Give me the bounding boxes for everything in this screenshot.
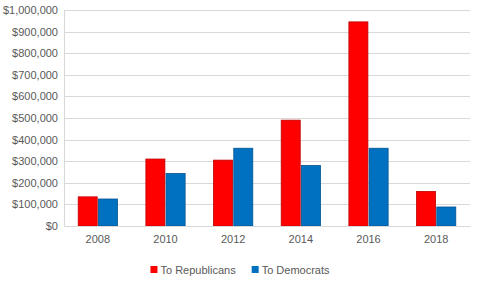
legend-item: To Democrats	[252, 264, 330, 276]
x-tick: 2014	[289, 226, 313, 245]
bar	[146, 159, 165, 226]
x-tick: 2018	[424, 226, 448, 245]
legend: To Republicans To Democrats	[150, 264, 330, 276]
y-tick: $300,000	[12, 155, 64, 167]
y-tick: $900,000	[12, 26, 64, 38]
grid-line	[64, 96, 470, 97]
grid-line	[64, 226, 470, 227]
bar	[78, 197, 97, 226]
y-tick-label: $0	[46, 220, 58, 232]
y-tick-label: $100,000	[12, 198, 58, 210]
bar	[437, 207, 456, 226]
series	[78, 22, 435, 226]
y-tick: $500,000	[12, 112, 64, 124]
bar	[301, 166, 320, 226]
y-tick: $400,000	[12, 134, 64, 146]
y-tick-label: $600,000	[12, 90, 58, 102]
x-tick: 2010	[153, 226, 177, 245]
bar	[234, 148, 253, 226]
grid-line	[64, 75, 470, 76]
x-tick-label: 2016	[356, 233, 380, 245]
y-tick: $700,000	[12, 69, 64, 81]
grid-line	[64, 10, 470, 11]
y-tick: $1,000,000	[3, 4, 64, 16]
y-tick-label: $900,000	[12, 26, 58, 38]
y-tick-label: $1,000,000	[3, 4, 58, 16]
x-tick-label: 2012	[221, 233, 245, 245]
bar	[98, 199, 117, 226]
bar	[214, 160, 233, 226]
legend-swatch	[252, 266, 259, 273]
y-tick: $0	[46, 220, 64, 232]
chart: $0 $100,000 $200,000 $300,000 $400,000 $500,0…	[0, 0, 480, 288]
x-tick-label: 2018	[424, 233, 448, 245]
legend-item: To Republicans	[150, 264, 236, 276]
x-tick-label: 2008	[86, 233, 110, 245]
y-tick-label: $200,000	[12, 177, 58, 189]
bar	[349, 22, 368, 226]
bar	[417, 191, 436, 226]
grid-line	[64, 183, 470, 184]
x-axis: 2008 2010 2012 2014 2016 2018	[65, 226, 471, 245]
legend-swatch	[150, 266, 157, 273]
x-tick-label: 2014	[289, 233, 313, 245]
x-tick: 2012	[221, 226, 245, 245]
y-axis: $0 $100,000 $200,000 $300,000 $400,000 $500,0…	[3, 4, 65, 232]
y-tick: $100,000	[12, 198, 64, 210]
bars	[78, 22, 456, 226]
grid-line	[64, 32, 470, 33]
y-tick-label: $800,000	[12, 47, 58, 59]
y-tick-label: $300,000	[12, 155, 58, 167]
bar	[369, 148, 388, 226]
grid-line	[64, 140, 470, 141]
grid-line	[64, 204, 470, 205]
legend-label: To Republicans	[160, 264, 236, 276]
y-tick: $200,000	[12, 177, 64, 189]
y-axis-line	[64, 11, 65, 227]
bar	[166, 174, 185, 226]
series	[98, 148, 455, 226]
x-axis-line	[65, 226, 471, 227]
grid-line	[64, 161, 470, 162]
legend-label: To Democrats	[262, 264, 330, 276]
x-tick: 2016	[356, 226, 380, 245]
y-tick: $800,000	[12, 47, 64, 59]
y-tick-label: $400,000	[12, 134, 58, 146]
grid	[64, 11, 470, 227]
y-tick: $600,000	[12, 90, 64, 102]
grid-line	[64, 118, 470, 119]
y-tick-label: $500,000	[12, 112, 58, 124]
grid-line	[64, 53, 470, 54]
x-tick-label: 2010	[153, 233, 177, 245]
x-tick: 2008	[86, 226, 110, 245]
y-tick-label: $700,000	[12, 69, 58, 81]
bar	[281, 120, 300, 226]
